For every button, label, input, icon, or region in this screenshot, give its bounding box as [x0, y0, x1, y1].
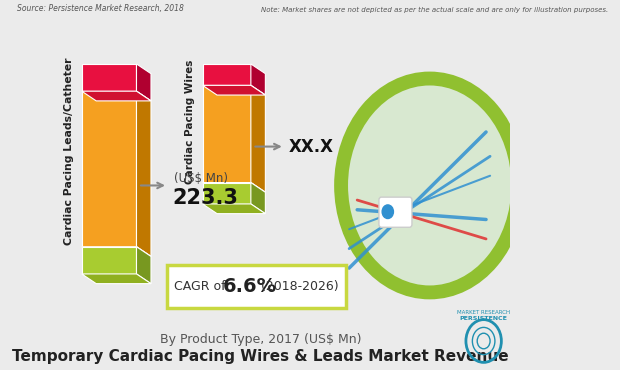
Text: 6.6%: 6.6%	[223, 277, 277, 296]
Text: By Product Type, 2017 (US$ Mn): By Product Type, 2017 (US$ Mn)	[160, 333, 361, 346]
Text: CAGR of: CAGR of	[174, 280, 230, 293]
Circle shape	[345, 83, 514, 287]
Circle shape	[382, 205, 394, 219]
Polygon shape	[203, 64, 251, 85]
Text: Cardiac Pacing Wires: Cardiac Pacing Wires	[185, 60, 195, 185]
FancyBboxPatch shape	[167, 265, 346, 308]
Text: PERSISTENCE: PERSISTENCE	[459, 316, 508, 321]
Polygon shape	[203, 182, 251, 204]
Polygon shape	[82, 64, 136, 91]
Text: Note: Market shares are not depicted as per the actual scale and are only for il: Note: Market shares are not depicted as …	[260, 7, 608, 13]
Polygon shape	[82, 274, 151, 284]
Polygon shape	[136, 91, 151, 256]
Polygon shape	[251, 85, 265, 192]
Polygon shape	[82, 91, 136, 247]
Polygon shape	[136, 64, 151, 101]
Text: XX.X: XX.X	[289, 138, 334, 155]
Polygon shape	[136, 247, 151, 284]
Polygon shape	[82, 247, 136, 274]
Text: Cardiac Pacing Leads/Catheter: Cardiac Pacing Leads/Catheter	[64, 58, 74, 245]
Polygon shape	[251, 182, 265, 213]
Text: Temporary Cardiac Pacing Wires & Leads Market Revenue: Temporary Cardiac Pacing Wires & Leads M…	[12, 349, 509, 364]
FancyBboxPatch shape	[379, 197, 412, 227]
Polygon shape	[203, 182, 265, 192]
Polygon shape	[82, 247, 151, 256]
Text: MARKET RESEARCH: MARKET RESEARCH	[457, 310, 510, 315]
Text: (2018-2026): (2018-2026)	[257, 280, 338, 293]
Polygon shape	[82, 91, 151, 101]
Text: (US$ Mn): (US$ Mn)	[174, 172, 228, 185]
Polygon shape	[251, 64, 265, 95]
Polygon shape	[203, 85, 251, 182]
Text: 223.3: 223.3	[172, 188, 238, 208]
Text: Source: Persistence Market Research, 2018: Source: Persistence Market Research, 201…	[17, 4, 184, 13]
Polygon shape	[203, 204, 265, 213]
Polygon shape	[203, 85, 265, 95]
